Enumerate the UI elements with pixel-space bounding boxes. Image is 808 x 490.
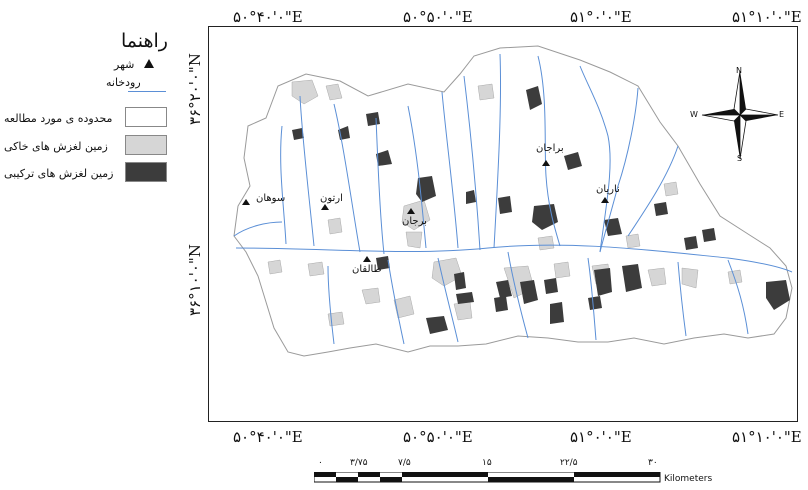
- city-berjan: [407, 208, 415, 214]
- coord-left-1: ۳۶°۲۰'۰"N: [186, 53, 204, 125]
- city-narian: [601, 197, 609, 203]
- coord-bottom-1: ۵۰°۴۰'۰"E: [233, 428, 303, 446]
- coord-bottom-4: ۵۱°۱۰'۰"E: [732, 428, 802, 446]
- legend-compound-landslide-swatch: [125, 162, 167, 182]
- city-label-berjan: برجان: [402, 216, 427, 227]
- scale-tick-5: ۳۰: [648, 458, 658, 468]
- city-label-barajan: براجان: [536, 143, 564, 154]
- scale-tick-2: ۷/۵: [398, 458, 411, 468]
- coord-top-4: ۵۱°۱۰'۰"E: [732, 8, 802, 26]
- map-frame: [208, 26, 798, 422]
- legend-compound-landslide-label: زمین لغزش های ترکیبی: [4, 167, 114, 180]
- coord-bottom-3: ۵۱°۰'۰"E: [570, 428, 632, 446]
- legend-river-symbol: [128, 91, 166, 92]
- coord-left-2: ۳۶°۱۰'۰"N: [186, 244, 204, 316]
- west-label: W: [690, 110, 698, 119]
- scale-tick-0: ۰: [318, 458, 323, 468]
- city-arton: [321, 204, 329, 210]
- south-label: S: [737, 154, 743, 163]
- east-label: E: [779, 110, 785, 119]
- city-label-arton: ارتون: [320, 193, 343, 204]
- north-arrow-icon: [701, 70, 779, 160]
- north-label: N: [736, 66, 742, 75]
- map-canvas: [233, 45, 793, 357]
- compound-landslides: [292, 86, 790, 334]
- legend-soil-landslide-label: زمین لغزش های خاکی: [4, 140, 108, 153]
- rivers: [233, 53, 793, 345]
- cities: [242, 160, 609, 262]
- scale-tick-1: ۳/۷۵: [350, 458, 368, 468]
- coord-top-1: ۵۰°۴۰'۰"E: [233, 8, 303, 26]
- city-label-narian: ناریان: [596, 184, 620, 195]
- coord-top-2: ۵۰°۵۰'۰"E: [403, 8, 473, 26]
- city-barajan: [542, 160, 550, 166]
- scale-tick-4: ۲۲/۵: [560, 458, 578, 468]
- coord-bottom-2: ۵۰°۵۰'۰"E: [403, 428, 473, 446]
- legend-city-symbol: [144, 59, 154, 68]
- legend-city-label: شهر: [114, 58, 135, 71]
- legend-river-label: رودخانه: [106, 76, 141, 89]
- scale-unit: Kilometers: [664, 474, 713, 484]
- legend-title: راهنما: [121, 30, 168, 52]
- city-label-taleqan: طالقان: [352, 264, 382, 275]
- city-taleqan: [363, 256, 371, 262]
- scale-bar: [314, 472, 661, 483]
- coord-top-3: ۵۱°۰'۰"E: [570, 8, 632, 26]
- scale-tick-3: ۱۵: [482, 458, 492, 468]
- city-sohan: [242, 199, 250, 205]
- legend-study-area-swatch: [125, 107, 167, 127]
- legend-soil-landslide-swatch: [125, 135, 167, 155]
- legend-study-area-label: محدوده ی مورد مطالعه: [4, 112, 113, 125]
- study-area-boundary: [233, 45, 793, 357]
- city-label-sohan: سوهان: [256, 193, 286, 204]
